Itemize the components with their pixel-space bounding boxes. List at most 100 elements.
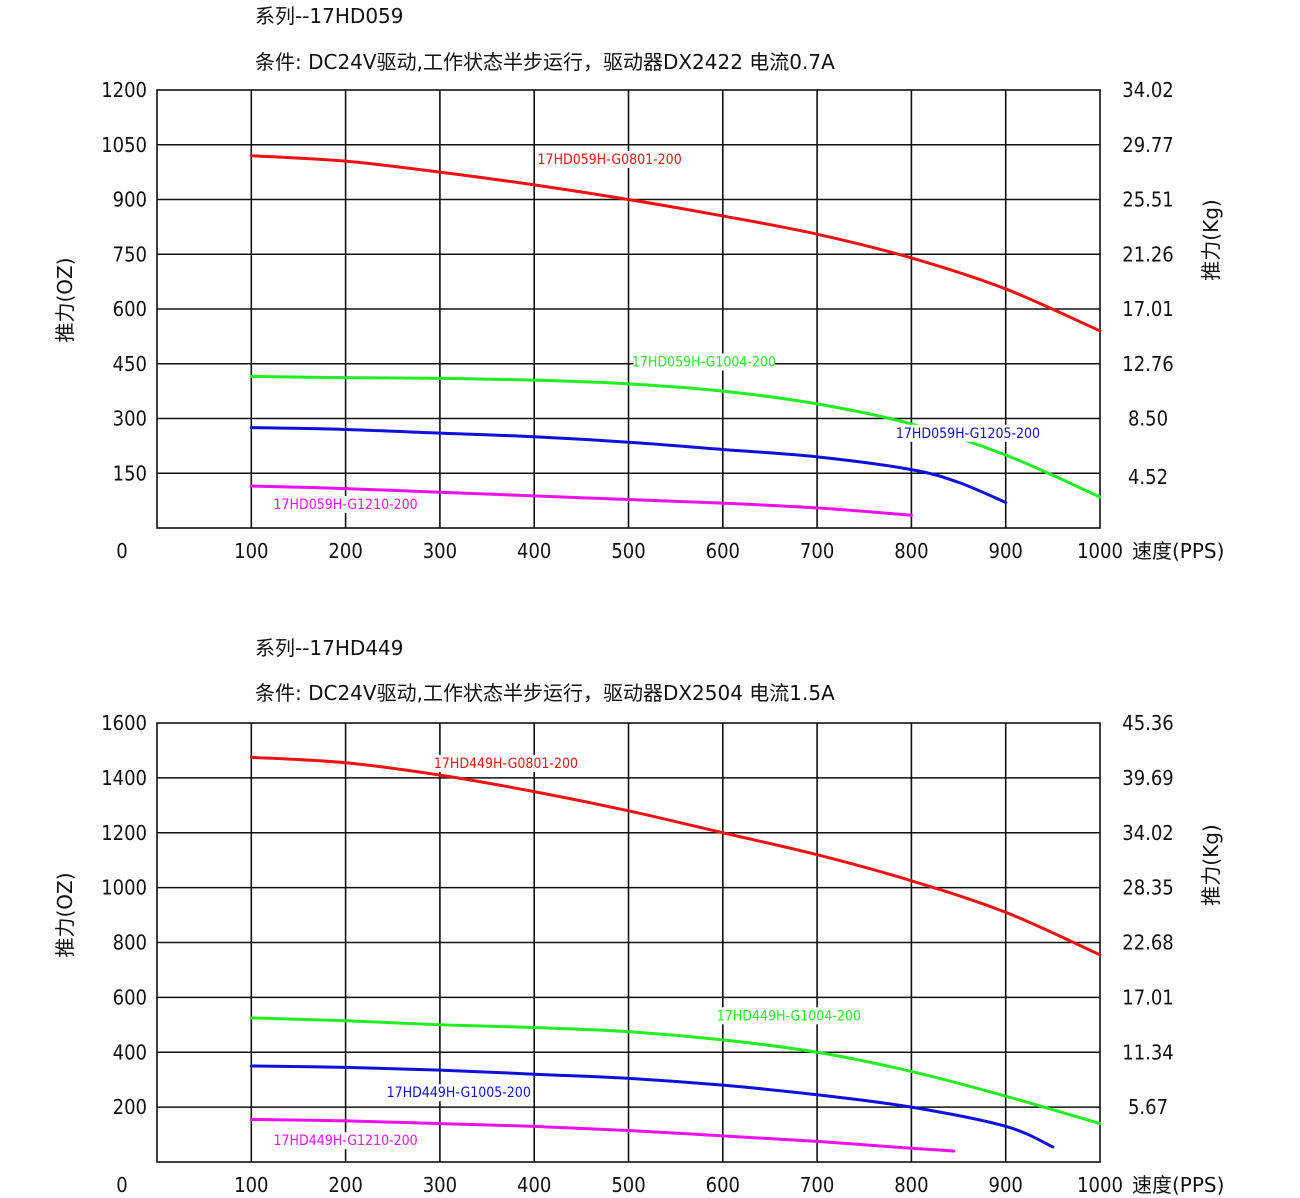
x-tick-label: 800 — [894, 539, 928, 563]
chart-2-subtitle: 条件: DC24V驱动,工作状态半步运行，驱动器DX2504 电流1.5A — [255, 681, 835, 705]
x-tick-label: 500 — [611, 1173, 645, 1197]
y2-tick-label: 22.68 — [1122, 931, 1174, 955]
y-tick-label: 1600 — [101, 711, 147, 735]
x-tick-label: 400 — [517, 1173, 551, 1197]
chart-2-grid — [156, 722, 1101, 1163]
chart-1-y-ticks: 150 300 450 600 750 900 1050 1200 — [101, 78, 147, 485]
chart-2-x-axis-label: 速度(PPS) — [1132, 1173, 1224, 1197]
series-label: 17HD449H-G1210-200 — [274, 1133, 418, 1149]
chart-2-series — [249, 755, 1102, 1153]
series-label-bg — [275, 1132, 416, 1150]
y-tick-label: 1200 — [101, 78, 147, 102]
x-tick-label: 400 — [517, 539, 551, 563]
x-tick-label: 200 — [328, 1173, 362, 1197]
x-tick-label: 300 — [423, 1173, 457, 1197]
chart-1-y2-axis-label: 推力(Kg) — [1199, 199, 1223, 280]
y2-tick-label: 25.51 — [1122, 188, 1174, 212]
series-label-bg — [275, 495, 416, 513]
series-label-bg — [435, 754, 577, 772]
chart-2-origin-label: 0 — [116, 1173, 127, 1197]
y-tick-label: 1200 — [101, 821, 147, 845]
y-tick-label: 1400 — [101, 766, 147, 790]
x-tick-label: 500 — [611, 539, 645, 563]
series-label: 17HD059H-G0801-200 — [538, 152, 682, 168]
y2-tick-label: 29.77 — [1122, 133, 1174, 157]
y-tick-label: 200 — [113, 1095, 147, 1119]
chart-2-y-axis-label: 推力(OZ) — [53, 872, 77, 957]
y-tick-label: 400 — [113, 1040, 147, 1064]
series-label: 17HD449H-G0801-200 — [434, 756, 578, 772]
x-tick-label: 700 — [800, 539, 834, 563]
y-tick-label: 450 — [113, 352, 147, 376]
chart-1-series — [249, 154, 1102, 517]
chart-1: 系列--17HD059 条件: DC24V驱动,工作状态半步运行，驱动器DX24… — [53, 4, 1224, 563]
y-tick-label: 600 — [113, 297, 147, 321]
series-line-17HD449H-G1004-200 — [249, 1016, 1102, 1126]
series-label: 17HD059H-G1205-200 — [896, 426, 1040, 442]
y-tick-label: 750 — [113, 242, 147, 266]
series-label-bg — [633, 353, 775, 371]
chart-2-y2-axis-label: 推力(Kg) — [1199, 824, 1223, 905]
x-tick-label: 900 — [989, 539, 1023, 563]
chart-2-y2-ticks: 5.67 11.34 17.01 22.68 28.35 34.02 39.69 45.36 — [1122, 711, 1174, 1119]
series-line-17HD059H-G0801-200 — [249, 154, 1102, 333]
chart-2-title: 系列--17HD449 — [255, 636, 404, 660]
x-tick-label: 100 — [234, 1173, 268, 1197]
x-tick-label: 300 — [423, 539, 457, 563]
series-label-bg — [539, 151, 681, 168]
x-tick-label: 600 — [706, 539, 740, 563]
series-label: 17HD059H-G1004-200 — [632, 355, 776, 371]
y2-tick-label: 17.01 — [1122, 297, 1174, 321]
y2-tick-label: 8.50 — [1128, 407, 1168, 431]
chart-2: 系列--17HD449 条件: DC24V驱动,工作状态半步运行，驱动器DX25… — [53, 636, 1224, 1197]
chart-2-y-ticks: 200 400 600 800 1000 1200 1400 1600 — [101, 711, 147, 1119]
y2-tick-label: 21.26 — [1122, 242, 1174, 266]
y2-tick-label: 28.35 — [1122, 876, 1174, 900]
y2-tick-label: 17.01 — [1122, 985, 1174, 1009]
x-tick-label: 200 — [328, 539, 362, 563]
series-label-bg — [388, 1084, 530, 1102]
y-tick-label: 600 — [113, 985, 147, 1009]
chart-1-y-axis-label: 推力(OZ) — [53, 257, 77, 342]
chart-1-x-axis-label: 速度(PPS) — [1132, 539, 1224, 563]
y2-tick-label: 34.02 — [1122, 78, 1174, 102]
y2-tick-label: 5.67 — [1128, 1095, 1168, 1119]
x-tick-label: 800 — [894, 1173, 928, 1197]
y-tick-label: 150 — [113, 461, 147, 485]
y-tick-label: 300 — [113, 407, 147, 431]
chart-1-origin-label: 0 — [116, 539, 127, 563]
series-line-17HD059H-G1210-200 — [249, 484, 913, 517]
x-tick-label: 700 — [800, 1173, 834, 1197]
y2-tick-label: 12.76 — [1122, 352, 1174, 376]
series-line-17HD449H-G1005-200 — [249, 1064, 1055, 1149]
series-label: 17HD059H-G1210-200 — [274, 497, 418, 513]
series-label: 17HD449H-G1005-200 — [387, 1085, 531, 1101]
y-tick-label: 1000 — [101, 876, 147, 900]
series-line-17HD449H-G1210-200 — [249, 1117, 956, 1153]
y-tick-label: 1050 — [101, 133, 147, 157]
y2-tick-label: 4.52 — [1128, 465, 1168, 489]
y-tick-label: 900 — [113, 188, 147, 212]
chart-2-x-ticks: 100 200 300 400 500 600 700 800 900 1000 — [234, 1173, 1123, 1197]
x-tick-label: 1000 — [1077, 1173, 1123, 1197]
y2-tick-label: 34.02 — [1122, 821, 1174, 845]
chart-1-y2-ticks: 4.52 8.50 12.76 17.01 21.26 25.51 29.77 34.02 — [1122, 78, 1174, 489]
chart-2-series-labels: 17HD449H-G0801-200 17HD449H-G1004-200 17HD… — [274, 754, 861, 1150]
chart-1-series-labels: 17HD059H-G0801-200 17HD059H-G1004-200 17HD… — [274, 151, 1040, 513]
x-tick-label: 1000 — [1077, 539, 1123, 563]
series-label: 17HD449H-G1004-200 — [717, 1008, 861, 1024]
x-tick-label: 100 — [234, 539, 268, 563]
chart-1-subtitle: 条件: DC24V驱动,工作状态半步运行，驱动器DX2422 电流0.7A — [255, 50, 835, 74]
series-line-17HD449H-G0801-200 — [249, 755, 1102, 957]
chart-1-title: 系列--17HD059 — [255, 4, 404, 28]
x-tick-label: 900 — [989, 1173, 1023, 1197]
series-label-bg — [718, 1007, 860, 1025]
x-tick-label: 600 — [706, 1173, 740, 1197]
series-line-17HD059H-G1205-200 — [249, 426, 1008, 504]
series-label-bg — [897, 424, 1039, 442]
chart-1-x-ticks: 100 200 300 400 500 600 700 800 900 1000 — [234, 539, 1123, 563]
y-tick-label: 800 — [113, 931, 147, 955]
y2-tick-label: 39.69 — [1122, 766, 1174, 790]
y2-tick-label: 11.34 — [1122, 1040, 1174, 1064]
